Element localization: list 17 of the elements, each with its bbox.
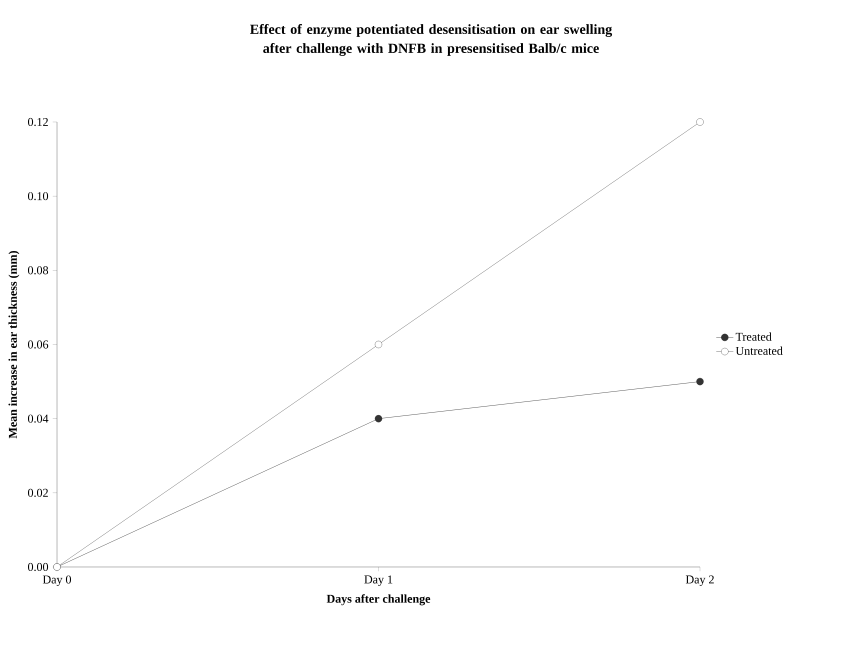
point	[696, 378, 704, 386]
legend-label: Untreated	[736, 346, 783, 355]
y-tick-label: 0.10	[28, 192, 48, 200]
y-tick-label: 0.12	[28, 118, 48, 126]
x-tick-label: Day 0	[42, 575, 72, 586]
chart-title: Effect of enzyme potentiated desensitisation on ear swelling after challenge with DNFB in presensitised Balb/c mice	[250, 24, 612, 56]
x-tick-label: Day 1	[364, 575, 392, 586]
x-tick-label: Day 2	[686, 575, 714, 586]
y-tick-label: 0.04	[28, 414, 48, 423]
y-tick-label: 0.06	[28, 340, 48, 349]
x-axis-title: Days after challenge	[326, 594, 430, 606]
y-tick-label: 0.00	[28, 562, 48, 572]
point	[374, 414, 382, 422]
y-tick-label: 0.08	[28, 266, 48, 274]
y-axis-title: Mean increase in ear thickness (mm)	[8, 250, 20, 438]
legend-label: Treated	[736, 332, 772, 341]
y-tick-label: 0.02	[28, 488, 48, 497]
